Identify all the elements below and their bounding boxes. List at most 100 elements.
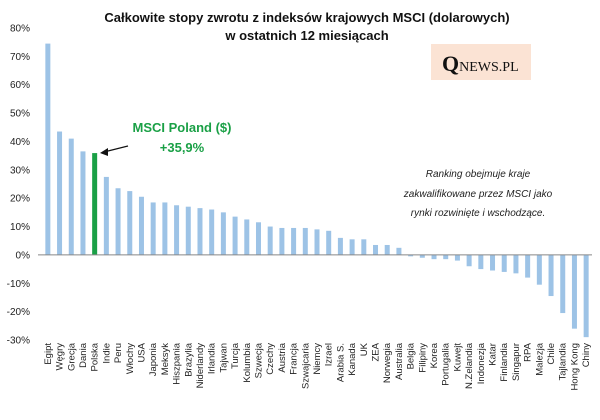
x-tick-label: Brazylia (183, 342, 194, 377)
bar (68, 138, 74, 255)
logo-rest: NEWS.PL (459, 60, 519, 75)
x-tick-label: Kuwejt (452, 343, 463, 372)
y-tick-label: 30% (10, 165, 30, 176)
bar (478, 254, 484, 270)
x-tick-label: Finlandia (499, 342, 510, 381)
bar (232, 216, 238, 255)
note-line-3: rynki rozwinięte i wschodzące. (411, 208, 546, 219)
bar (583, 254, 589, 338)
y-tick-label: 0% (16, 250, 31, 261)
x-tick-label: Australia (394, 342, 405, 380)
bar (536, 254, 542, 285)
bar (361, 239, 367, 255)
x-tick-label: Chiny (581, 343, 592, 368)
x-tick-label: Francja (289, 342, 300, 374)
y-tick-label: 60% (10, 80, 30, 91)
bar (162, 202, 168, 255)
x-tick-label: N.Zelandia (464, 342, 475, 389)
x-tick-label: Hiszpania (172, 342, 183, 384)
callout-arrow-head (100, 148, 108, 156)
x-tick-label: Szwajcaria (300, 342, 311, 389)
callout-label: MSCI Poland ($) (133, 120, 232, 135)
x-axis-labels: Egipt Węgry Grecja Dania Polska Indie Peru Włoc… (43, 342, 592, 390)
bar (244, 219, 250, 255)
x-tick-label: Norwegia (382, 342, 393, 383)
x-tick-label: Arabia S. (335, 343, 346, 382)
bar (431, 254, 437, 260)
x-tick-label: RPA (523, 342, 534, 361)
y-tick-label: 70% (10, 52, 30, 63)
x-tick-label: Korea (429, 342, 440, 368)
bar (466, 254, 472, 267)
y-tick-label: 40% (10, 137, 30, 148)
bar (326, 230, 332, 255)
x-tick-label: Singapur (511, 343, 522, 381)
bar (384, 244, 390, 255)
bar (279, 227, 285, 255)
x-tick-label: Izrael (324, 343, 335, 366)
bar (396, 247, 402, 255)
bar (337, 237, 343, 255)
x-tick-label: Niemcy (312, 343, 323, 375)
x-tick-label: Niderlandy (195, 343, 206, 389)
x-tick-label: Indonezja (476, 342, 487, 384)
x-tick-label: Grecja (66, 342, 77, 371)
y-tick-label: -20% (7, 307, 30, 318)
x-tick-label: Indie (101, 343, 112, 364)
y-tick-label: -10% (7, 279, 30, 290)
bar (560, 254, 566, 314)
bar (267, 226, 273, 255)
logo-text: QNEWS.PL (442, 51, 519, 76)
bar (220, 212, 226, 255)
x-tick-label: Włochy (125, 343, 136, 374)
note-line-1: Ranking obejmuje kraje (426, 169, 531, 180)
bar (419, 254, 425, 258)
chart-subtitle: w ostatnich 12 miesiącach (224, 28, 388, 43)
y-tick-label: 80% (10, 24, 30, 35)
bar (127, 191, 133, 255)
x-tick-label: Czechy (265, 343, 276, 375)
x-tick-label: UK (359, 342, 370, 356)
x-tick-label: Polska (90, 342, 101, 371)
bar (291, 227, 297, 255)
bar (57, 131, 63, 255)
bar (209, 209, 215, 255)
bar (150, 202, 156, 255)
bar (349, 239, 355, 255)
x-tick-label: Egipt (43, 343, 54, 365)
bar (45, 43, 51, 255)
x-tick-label: Kanada (347, 342, 358, 375)
note: Ranking obejmuje kraje zakwalifikowane p… (403, 169, 553, 219)
x-tick-label: Turcja (230, 342, 241, 369)
bar (255, 222, 261, 255)
bar (513, 254, 519, 274)
bar (548, 254, 554, 297)
logo-q: Q (442, 51, 459, 76)
x-tick-label: Portugalia (441, 342, 452, 385)
x-tick-label: Węgry (55, 343, 66, 371)
bar (185, 206, 191, 255)
bar (490, 254, 496, 271)
bar (80, 151, 86, 255)
x-tick-label: Filipiny (417, 343, 428, 373)
x-tick-label: Malezja (534, 342, 545, 375)
bar (138, 196, 144, 255)
logo-background (431, 44, 531, 80)
x-tick-label: USA (136, 342, 147, 362)
bar (408, 254, 414, 257)
callout-value: +35,9% (160, 140, 205, 155)
bar (103, 176, 109, 255)
x-tick-label: Tajlandia (558, 342, 569, 380)
y-tick-label: -30% (7, 336, 30, 347)
bar-highlight (92, 153, 98, 255)
bar (454, 254, 460, 261)
x-tick-label: Kolumbia (242, 342, 253, 382)
x-tick-label: Belgia (406, 342, 417, 369)
x-tick-label: Szwecja (253, 342, 264, 378)
bar (525, 254, 531, 278)
logo: QNEWS.PL (431, 44, 531, 80)
x-tick-label: Hong Kong (569, 343, 580, 391)
bar (115, 188, 121, 255)
bar (501, 254, 507, 272)
